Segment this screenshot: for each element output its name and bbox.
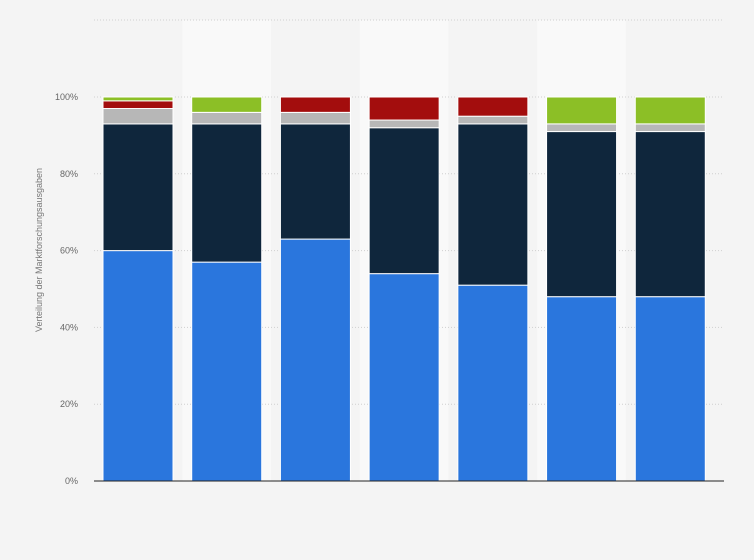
y-tick-label: 60%	[60, 246, 78, 256]
y-tick-label: 20%	[60, 399, 78, 409]
bar-segment[interactable]	[634, 96, 706, 125]
y-tick-label: 0%	[65, 476, 78, 486]
bar-segment[interactable]	[634, 123, 706, 133]
y-axis-title: Verteilung der Marktforschungsausgaben	[34, 168, 44, 332]
y-tick-label: 80%	[60, 169, 78, 179]
bar-segment[interactable]	[191, 96, 263, 113]
bar-segment[interactable]	[368, 119, 440, 129]
bar-segment[interactable]	[102, 123, 174, 252]
bar-segment[interactable]	[102, 108, 174, 125]
bar-segment[interactable]	[279, 238, 351, 482]
bar-segment[interactable]	[634, 296, 706, 482]
bar-segment[interactable]	[634, 131, 706, 298]
y-tick-label: 100%	[55, 92, 78, 102]
bar-segment[interactable]	[191, 111, 263, 125]
bar-segment[interactable]	[546, 96, 618, 125]
bar-segment[interactable]	[279, 111, 351, 125]
bar-segment[interactable]	[457, 123, 529, 286]
bar-segment[interactable]	[546, 123, 618, 133]
bar-segment[interactable]	[457, 115, 529, 125]
bar-segment[interactable]	[368, 96, 440, 121]
bar-segment[interactable]	[279, 123, 351, 240]
bars	[102, 96, 706, 482]
bar-segment[interactable]	[191, 261, 263, 482]
bar-segment[interactable]	[457, 284, 529, 482]
bar-segment[interactable]	[102, 100, 174, 110]
bar-segment[interactable]	[546, 131, 618, 298]
bar-segment[interactable]	[457, 96, 529, 117]
bar-segment[interactable]	[368, 127, 440, 275]
bar-segment[interactable]	[368, 273, 440, 482]
bar-segment[interactable]	[191, 123, 263, 263]
bar-segment[interactable]	[546, 296, 618, 482]
bar-segment[interactable]	[279, 96, 351, 113]
bar-segment[interactable]	[102, 250, 174, 482]
y-tick-labels: 0% 20% 40% 60% 80% 100%	[55, 92, 78, 486]
bar-segment[interactable]	[102, 96, 174, 102]
y-tick-label: 40%	[60, 322, 78, 332]
